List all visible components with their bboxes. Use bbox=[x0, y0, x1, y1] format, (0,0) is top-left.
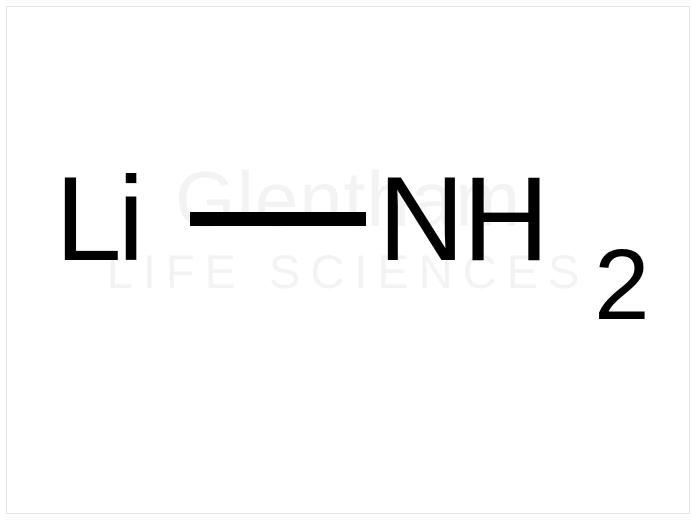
chemical-structure: Li NH 2 bbox=[0, 0, 696, 520]
atom-lithium: Li bbox=[55, 150, 140, 288]
subscript-2: 2 bbox=[594, 228, 650, 343]
atom-nh: NH bbox=[378, 150, 547, 288]
single-bond bbox=[190, 212, 366, 226]
